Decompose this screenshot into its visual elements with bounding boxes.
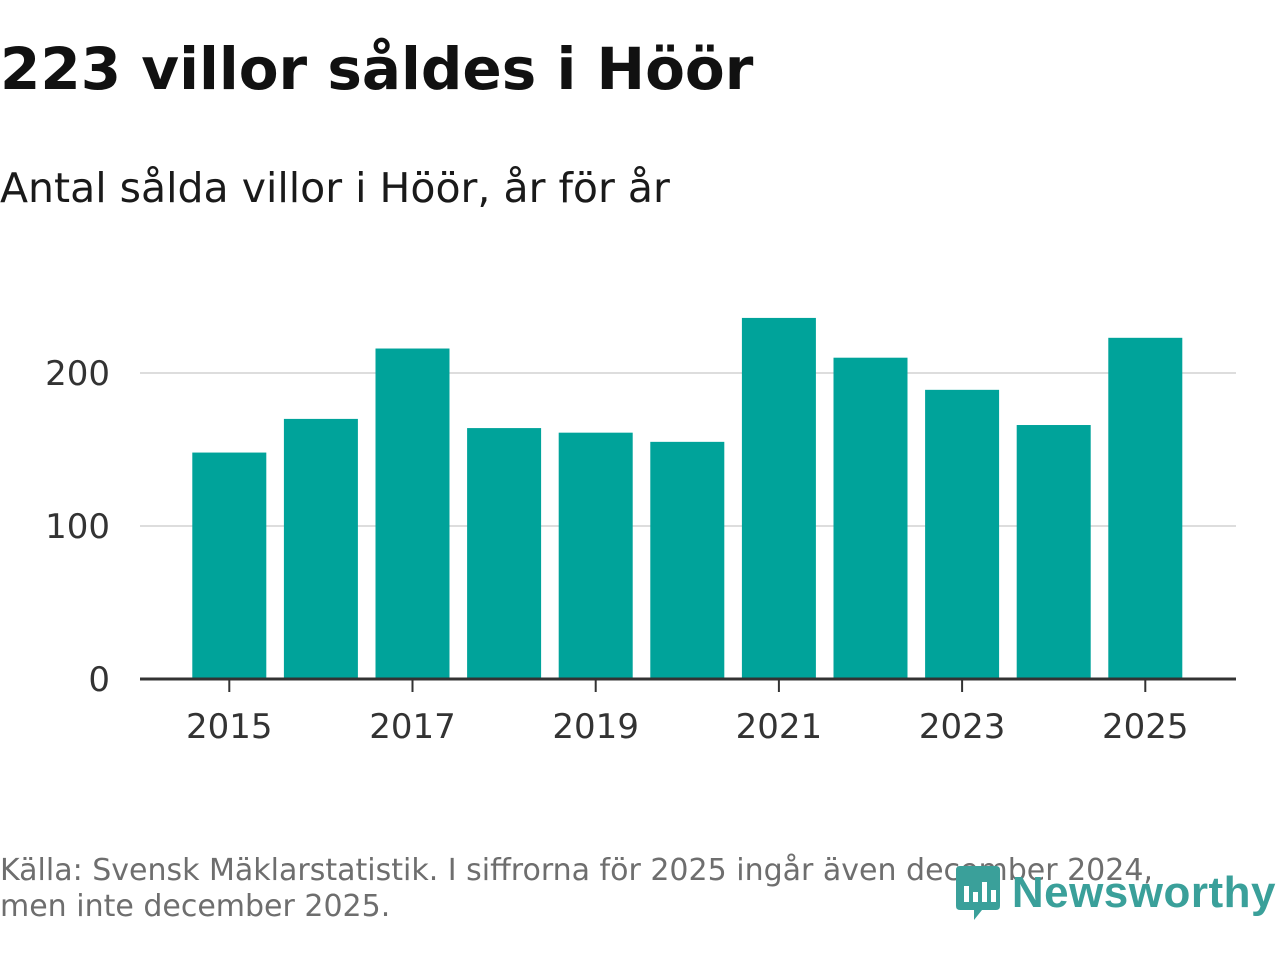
- bar-2020: [650, 441, 725, 679]
- x-tick-label-2019: 2019: [552, 707, 639, 747]
- bar-2017: [375, 348, 450, 679]
- bar-chart: 0 100 200 2015 2017 2019 2021 2023 2025: [45, 317, 1236, 747]
- y-tick-label-100: 100: [45, 507, 110, 547]
- x-tick-label-2015: 2015: [186, 707, 273, 747]
- newsworthy-logo-text: Newsworthy: [1011, 868, 1276, 917]
- x-tick-label-2023: 2023: [919, 707, 1006, 747]
- bar-2025: [1108, 337, 1183, 679]
- bar-2019: [558, 432, 633, 679]
- x-tick-label-2021: 2021: [736, 707, 823, 747]
- x-tick-label-2025: 2025: [1102, 707, 1189, 747]
- bar-2023: [925, 389, 1000, 679]
- y-tick-label-200: 200: [45, 354, 110, 394]
- bar-2021: [741, 317, 816, 679]
- bars: [192, 317, 1183, 679]
- bar-2016: [283, 418, 358, 679]
- x-tick-label-2017: 2017: [369, 707, 456, 747]
- chart-title: 223 villor såldes i Höör: [0, 35, 754, 103]
- bar-2018: [467, 428, 542, 679]
- newsworthy-logo: Newsworthy: [952, 862, 1276, 924]
- source-note-line-2: men inte december 2025.: [0, 889, 391, 924]
- chart-subtitle: Antal sålda villor i Höör, år för år: [0, 164, 670, 212]
- bar-2015: [192, 452, 267, 679]
- newsworthy-logo-icon: [955, 866, 1000, 920]
- y-tick-label-0: 0: [88, 660, 110, 700]
- bar-2022: [833, 357, 908, 679]
- axes: 0 100 200 2015 2017 2019 2021 2023 2025: [45, 354, 1236, 747]
- bar-2024: [1016, 425, 1091, 679]
